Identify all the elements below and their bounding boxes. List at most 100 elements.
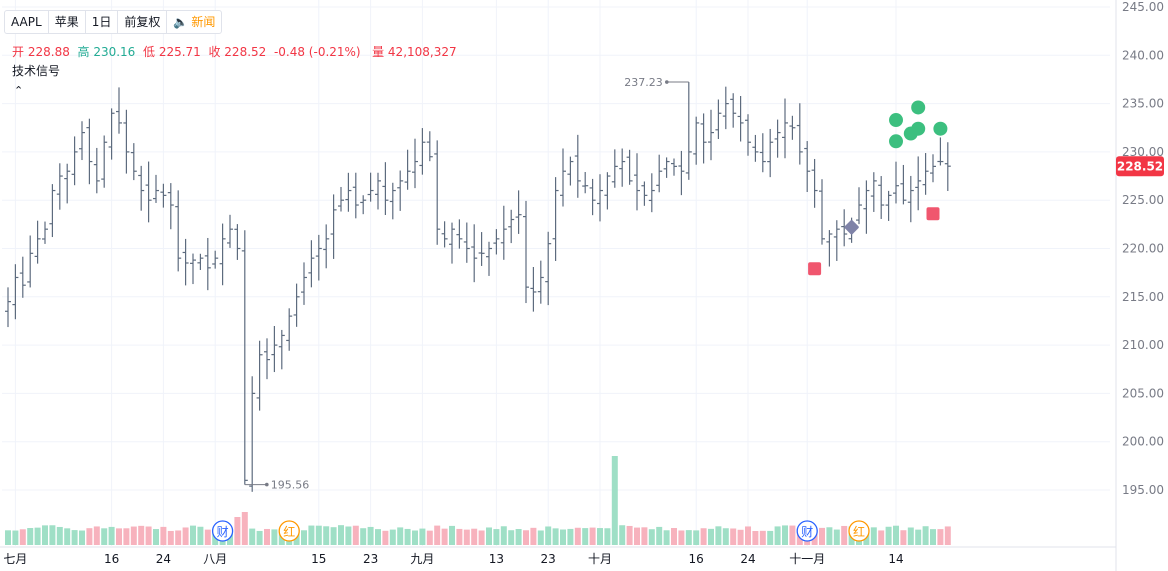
ohlc-bar xyxy=(493,229,500,255)
volume-bar xyxy=(597,528,603,545)
symbol-toolbar: AAPL 苹果 1日 前复权 🔈 新闻 xyxy=(4,10,223,34)
volume-bar xyxy=(693,530,700,545)
ohlc-bar xyxy=(367,172,374,202)
volume-bar xyxy=(826,527,833,545)
time-tick-label: 23 xyxy=(541,552,556,566)
ohlc-bar xyxy=(190,253,196,285)
ohlc-bar xyxy=(530,266,537,312)
volume-bar xyxy=(626,525,633,545)
ohlc-bar xyxy=(523,200,529,304)
adjust-button[interactable]: 前复权 xyxy=(118,11,168,33)
time-tick-label: 24 xyxy=(156,552,171,566)
ohlc-bar xyxy=(782,98,788,159)
volume-bar xyxy=(130,526,137,545)
price-axis[interactable]: 195.00 200.00 205.00 210.00 215.00 220.00 225.… xyxy=(1116,0,1164,497)
ohlc-bar xyxy=(915,156,922,211)
volume-bar xyxy=(789,525,796,545)
ohlc-bar xyxy=(315,234,322,281)
volume-bar xyxy=(708,528,714,545)
ohlc-bar xyxy=(597,174,603,222)
volume-bar xyxy=(330,527,337,545)
volume-bar xyxy=(878,530,885,545)
volume-bar xyxy=(900,530,907,545)
news-button[interactable]: 🔈 新闻 xyxy=(173,15,216,29)
ohlc-bar xyxy=(241,230,248,485)
ohlc-bar xyxy=(907,175,914,223)
ohlc-legend: 开 228.88 高 230.16 低 225.71 收 228.52 -0.4… xyxy=(12,45,457,59)
volume-bar xyxy=(523,530,529,545)
volume-bar xyxy=(486,527,492,545)
ohlc-bar xyxy=(219,223,226,286)
volume-bar xyxy=(271,529,278,545)
volume-bar xyxy=(841,525,848,545)
volume-bar xyxy=(397,527,404,545)
ohlc-bar xyxy=(745,114,751,156)
ohlc-bar xyxy=(582,172,589,194)
volume-bar xyxy=(197,526,204,545)
ohlc-bar xyxy=(108,108,115,160)
volume-bar xyxy=(722,528,729,545)
buy-signal xyxy=(889,134,903,149)
price-tick-label: 195.00 xyxy=(1122,483,1164,497)
change-value: -0.48 (-0.21%) xyxy=(273,45,361,59)
sell-signal xyxy=(926,207,940,221)
symbol-label[interactable]: AAPL xyxy=(5,11,49,33)
time-tick-label: 16 xyxy=(689,552,704,566)
volume-bar xyxy=(759,530,766,545)
volume-bar xyxy=(819,527,825,545)
buy-signal xyxy=(911,100,926,115)
ohlc-bar xyxy=(463,222,470,263)
ohlc-bar xyxy=(271,325,278,373)
price-tick-label: 210.00 xyxy=(1122,338,1164,352)
ohlc-bar xyxy=(397,170,404,211)
volume-bar xyxy=(589,527,596,545)
ohlc-bar xyxy=(234,224,241,260)
volume-bar xyxy=(537,530,544,545)
ohlc-bar xyxy=(730,93,737,128)
volume-bar xyxy=(389,529,396,545)
event-label: 红 xyxy=(283,524,295,539)
ohlc-bar xyxy=(737,96,744,142)
volume-bar xyxy=(656,526,663,545)
volume-bar xyxy=(937,529,944,545)
volume-bar xyxy=(234,517,241,545)
ohlc-bar xyxy=(878,176,885,219)
volume-bar xyxy=(108,526,115,545)
volume-bar xyxy=(419,528,426,545)
ohlc-bar xyxy=(767,128,774,178)
volume-bar xyxy=(434,525,441,545)
indicator-label[interactable]: 技术信号 xyxy=(12,64,61,78)
volume-bar xyxy=(27,528,34,545)
ohlc-bar xyxy=(93,147,100,194)
volume-bar xyxy=(256,530,263,545)
volume-bar xyxy=(338,525,344,545)
ohlc-bar xyxy=(212,250,219,269)
volume-bar xyxy=(648,529,655,545)
volume-bar xyxy=(441,528,448,545)
chevron-up-icon[interactable]: ⌃ xyxy=(14,84,24,97)
time-axis[interactable]: 七月 16 24 八月 15 23 九月 13 23 十月 16 24 十一月 14 xyxy=(3,552,903,566)
ohlc-bar xyxy=(648,173,655,213)
low-value: 225.71 xyxy=(158,45,201,59)
open-value: 228.88 xyxy=(27,45,70,59)
volume-bar xyxy=(315,525,322,545)
ohlc-bar xyxy=(619,148,626,187)
time-tick-label: 13 xyxy=(489,552,504,566)
volume-bar xyxy=(145,526,152,545)
volume-bar xyxy=(12,530,19,545)
ohlc-bar xyxy=(700,113,707,164)
volume-bar xyxy=(737,529,744,545)
ohlc-bar xyxy=(64,163,71,204)
volume-bar xyxy=(685,530,692,545)
ohlc-bar xyxy=(545,231,552,306)
interval-button[interactable]: 1日 xyxy=(86,11,119,33)
volume-bar xyxy=(426,530,433,545)
volume-bar xyxy=(360,528,367,545)
time-tick-label: 十一月 xyxy=(789,552,825,566)
time-tick-label: 24 xyxy=(740,552,755,566)
ohlc-bar xyxy=(826,230,833,267)
ohlc-bar xyxy=(567,156,574,186)
volume-bar xyxy=(49,525,56,545)
ohlc-bar xyxy=(759,133,766,173)
